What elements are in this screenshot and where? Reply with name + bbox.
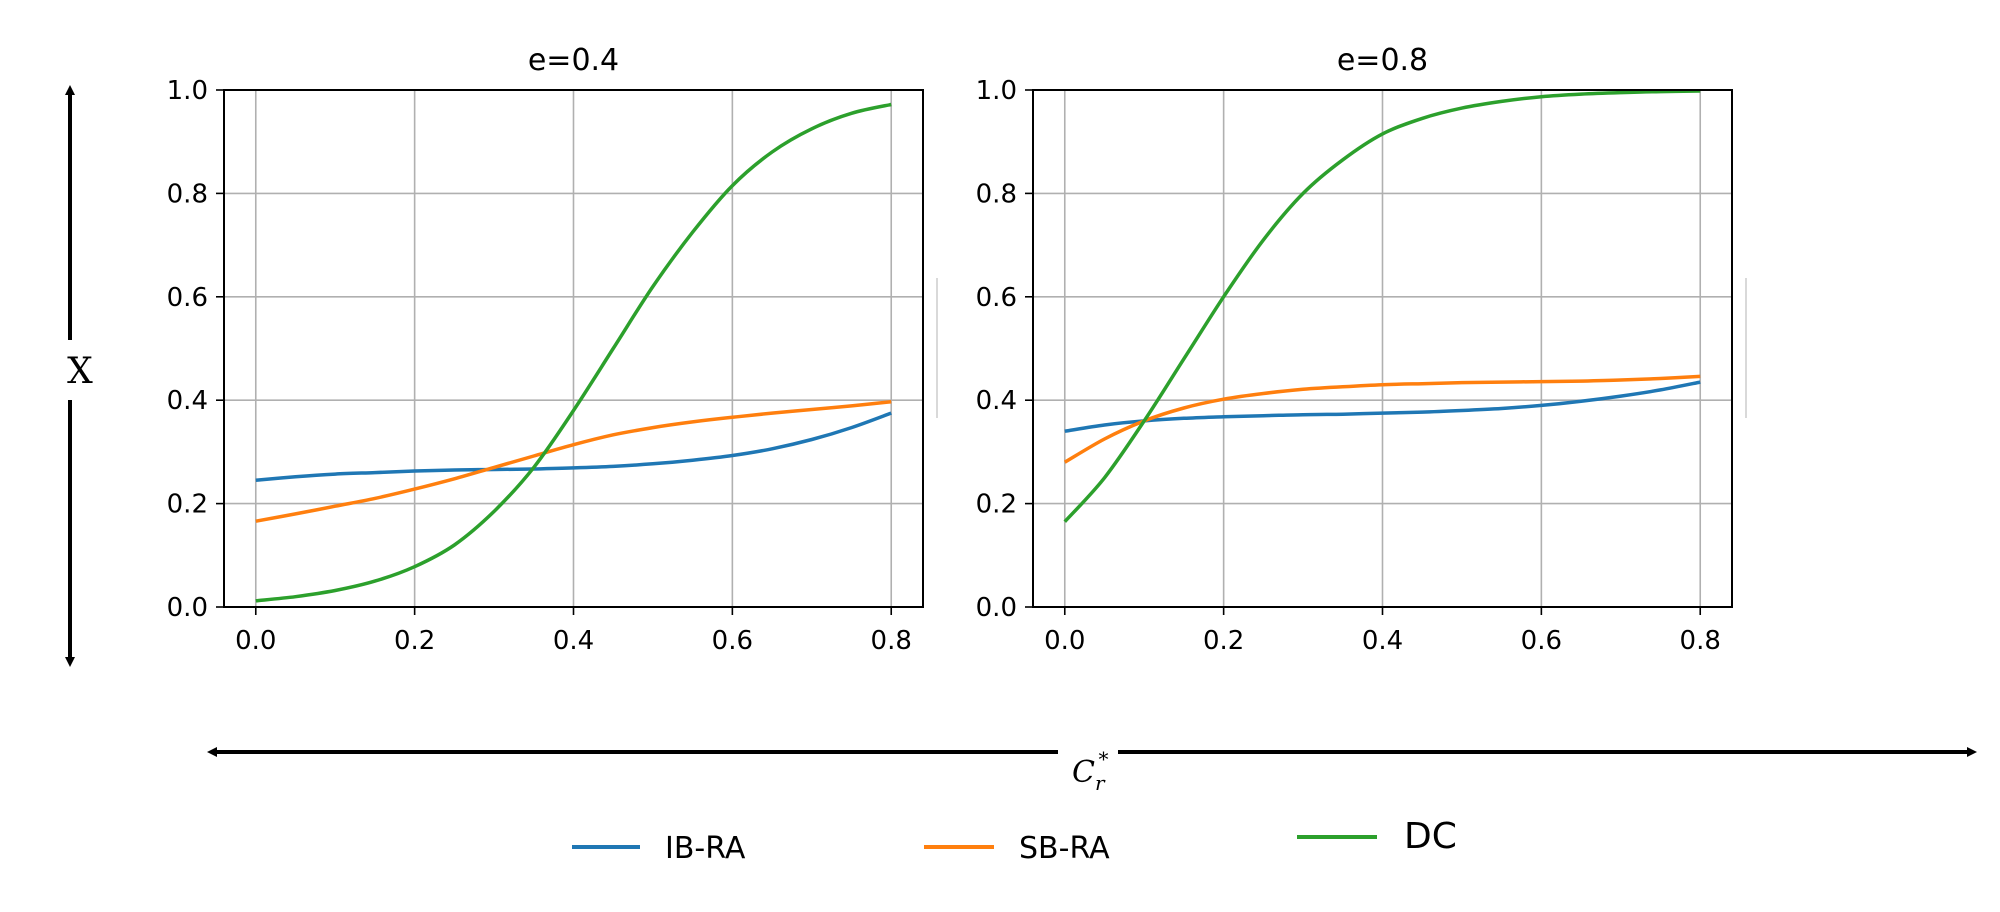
legend-label-ib-ra: IB-RA <box>665 831 746 866</box>
legend-label-sb-ra: SB-RA <box>1019 831 1110 866</box>
grid <box>1033 89 1732 608</box>
series-layer <box>1063 89 1701 523</box>
y-tick-label: 0.4 <box>167 386 208 416</box>
y-tick-label: 0.4 <box>976 386 1017 416</box>
x-axis-arrow: Cr* <box>207 747 1977 795</box>
x-axis-label-sup: * <box>1099 747 1109 771</box>
y-tick-label: 0.6 <box>976 283 1017 313</box>
tick-layer: 0.0 0.2 0.4 0.6 0.8 0.0 0.2 0.4 0.6 0.8 1.0 <box>167 76 912 656</box>
x-axis-label-base: C <box>1072 755 1095 790</box>
x-tick-label: 0.4 <box>1362 626 1403 656</box>
x-tick-label: 0.0 <box>1044 626 1085 656</box>
x-tick-label: 0.8 <box>871 626 912 656</box>
y-tick-label: 0.2 <box>976 490 1017 520</box>
x-tick-label: 0.6 <box>712 626 753 656</box>
y-tick-label: 1.0 <box>976 76 1017 106</box>
y-axis-arrow: X <box>65 85 93 667</box>
series-line-dc <box>1063 89 1701 523</box>
legend-label-dc: DC <box>1404 816 1457 857</box>
series-line-sb-ra <box>255 400 892 523</box>
chart-panel-e04: 0.0 0.2 0.4 0.6 0.8 0.0 0.2 0.4 0.6 0.8 1.0 e=0.4 <box>167 43 924 656</box>
series-line-dc <box>255 102 892 603</box>
y-tick-label: 0.8 <box>976 179 1017 209</box>
x-tick-label: 0.0 <box>235 626 276 656</box>
x-tick-label: 0.2 <box>1203 626 1244 656</box>
chart-panel-e08: 0.0 0.2 0.4 0.6 0.8 0.0 0.2 0.4 0.6 0.8 1.0 e=0.8 <box>976 43 1733 656</box>
x-tick-label: 0.8 <box>1680 626 1721 656</box>
series-line-ib-ra <box>255 411 892 483</box>
y-tick-label: 0.6 <box>167 283 208 313</box>
series-layer <box>255 102 892 603</box>
y-tick-label: 0.0 <box>167 593 208 623</box>
y-tick-label: 0.0 <box>976 593 1017 623</box>
x-axis-label-sub: r <box>1095 771 1106 795</box>
y-axis-label: X <box>67 351 93 392</box>
x-axis-label: Cr* <box>1072 747 1109 795</box>
chart-title: e=0.8 <box>1337 43 1428 78</box>
grid <box>224 89 923 608</box>
chart-title: e=0.4 <box>528 43 619 78</box>
y-tick-label: 1.0 <box>167 76 208 106</box>
y-tick-label: 0.2 <box>167 490 208 520</box>
legend: IB-RA SB-RA DC <box>572 816 1457 866</box>
series-line-ib-ra <box>1064 380 1701 433</box>
x-tick-label: 0.6 <box>1521 626 1562 656</box>
x-tick-label: 0.4 <box>553 626 594 656</box>
tick-layer: 0.0 0.2 0.4 0.6 0.8 0.0 0.2 0.4 0.6 0.8 1.0 <box>976 76 1721 656</box>
series-line-sb-ra <box>1063 374 1701 464</box>
y-tick-label: 0.8 <box>167 179 208 209</box>
x-tick-label: 0.2 <box>394 626 435 656</box>
